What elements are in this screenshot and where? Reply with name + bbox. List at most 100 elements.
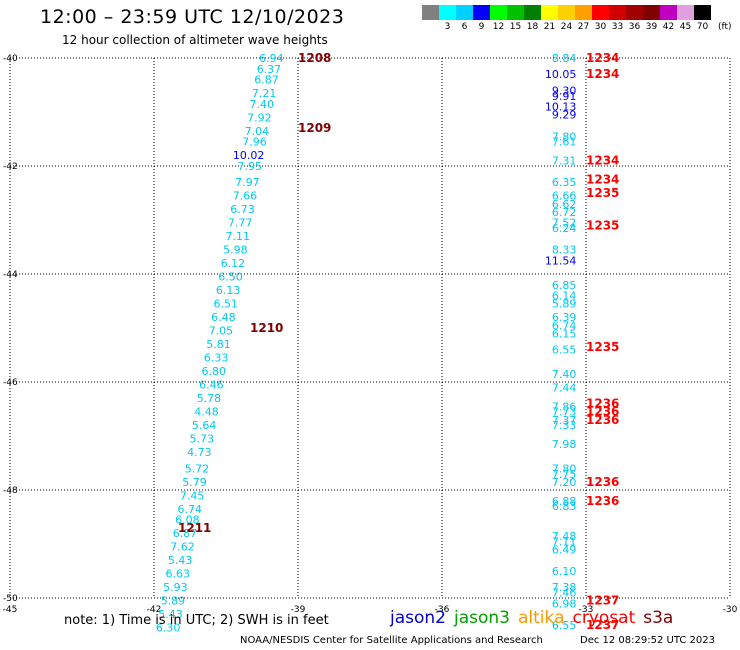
time-label: 1236 (586, 413, 619, 427)
data-point-label: 7.33 (552, 419, 577, 432)
data-point-label: 11.54 (545, 255, 577, 268)
data-point-label: 7.86 (552, 400, 577, 413)
data-point-label: 7.11 (226, 230, 251, 243)
data-point-label: 6.85 (552, 279, 577, 292)
data-point-label: 6.08 (175, 514, 200, 527)
legend-entry: jason2 (390, 608, 446, 628)
data-point-label: 7.61 (552, 136, 577, 149)
color-scale: 3 6 9 12 15 18 21 24 27 30 33 36 39 42 45 70 (422, 5, 711, 32)
data-point-label: 7.52 (552, 217, 577, 230)
color-scale-unit: (ft) (718, 22, 732, 32)
data-point-label: 10.05 (545, 68, 577, 81)
scale-label: 45 (679, 22, 692, 32)
time-label: 1211 (178, 521, 211, 535)
data-point-label: 7.77 (228, 217, 253, 230)
data-point-label: 6.46 (199, 379, 224, 392)
page-title: 12:00 – 23:59 UTC 12/10/2023 (40, 6, 345, 28)
time-label: 1234 (586, 51, 619, 65)
y-tick-label: -42 (3, 162, 18, 172)
data-point-label: 7.97 (235, 176, 260, 189)
scale-swatch: 3 (439, 5, 456, 32)
time-label: 1234 (586, 173, 619, 187)
data-point-label: 5.43 (168, 554, 193, 567)
data-point-label: 6.50 (218, 271, 243, 284)
data-point-label: 5.89 (161, 595, 186, 608)
y-tick-label: -48 (3, 486, 18, 496)
data-point-label: 6.66 (552, 190, 577, 203)
scale-swatch: 18 (524, 5, 541, 32)
data-point-label: 6.14 (552, 290, 577, 303)
data-point-label: 7.40 (552, 368, 577, 381)
data-point-label: 7.05 (209, 325, 234, 338)
time-label: 1210 (250, 321, 283, 335)
data-point-label: 6.74 (178, 503, 203, 516)
data-point-label: 7.45 (180, 489, 205, 502)
y-tick-label: -40 (3, 54, 18, 64)
time-label: 1236 (586, 405, 619, 419)
data-point-label: 7.98 (552, 438, 577, 451)
data-point-label: 7.40 (250, 98, 275, 111)
data-point-label: 6.73 (230, 203, 255, 216)
data-point-label: 6.88 (552, 495, 577, 508)
y-tick-label: -46 (3, 378, 18, 388)
page-subtitle: 12 hour collection of altimeter wave hei… (62, 33, 328, 47)
data-point-label: 6.49 (552, 543, 577, 556)
data-point-label: 6.35 (552, 176, 577, 189)
scale-label: 30 (594, 22, 607, 32)
data-point-label: 5.73 (190, 433, 215, 446)
data-point-label: 10.13 (545, 101, 577, 114)
data-point-label: 7.62 (170, 541, 195, 554)
data-point-label: 4.73 (187, 446, 212, 459)
data-point-label: 7.66 (233, 190, 258, 203)
timestamp-text: Dec 12 08:29:52 UTC 2023 (580, 635, 715, 646)
x-tick-label: -45 (3, 605, 18, 615)
scale-swatch: 45 (677, 5, 694, 32)
scale-label: 70 (696, 22, 709, 32)
data-point-label: 7.21 (252, 87, 277, 100)
data-point-label: 6.55 (552, 344, 577, 357)
time-label: 1234 (586, 67, 619, 81)
data-point-label: 6.51 (214, 298, 239, 311)
data-point-label: 7.11 (552, 535, 577, 548)
data-point-label: 9.91 (552, 90, 577, 103)
legend-entry: jason3 (454, 608, 510, 628)
time-label: 1237 (586, 618, 619, 632)
data-point-label: 7.73 (552, 406, 577, 419)
data-point-label: 6.80 (202, 365, 227, 378)
data-point-label: 10.02 (233, 149, 265, 162)
data-point-label: 5.81 (206, 338, 231, 351)
data-point-label: 6.87 (254, 74, 279, 87)
legend-entry: altika (518, 608, 565, 628)
data-point-label: 7.96 (242, 136, 267, 149)
data-point-label: 6.62 (552, 198, 577, 211)
scale-swatch: 42 (660, 5, 677, 32)
footnote: note: 1) Time is in UTC; 2) SWH is in fe… (64, 613, 329, 628)
data-point-label: 7.31 (552, 155, 577, 168)
scale-swatch: 33 (609, 5, 626, 32)
data-point-label: 6.37 (257, 63, 282, 76)
scale-swatch: 30 (592, 5, 609, 32)
data-point-label: 7.92 (247, 111, 272, 124)
data-point-label: 5.64 (192, 419, 217, 432)
time-label: 1236 (586, 494, 619, 508)
data-point-label: 8.84 (552, 52, 577, 65)
data-point-label: 7.75 (552, 468, 577, 481)
data-point-label: 5.79 (182, 476, 207, 489)
data-point-label: 5.93 (163, 581, 188, 594)
scale-swatch: 12 (490, 5, 507, 32)
data-point-label: 6.83 (552, 500, 577, 513)
x-tick-label: -39 (291, 605, 306, 615)
y-tick-label: -44 (3, 270, 18, 280)
time-label: 1235 (586, 340, 619, 354)
scale-swatch: 24 (558, 5, 575, 32)
data-point-label: 6.98 (552, 597, 577, 610)
data-point-label: 6.55 (552, 619, 577, 632)
scale-swatch: 27 (575, 5, 592, 32)
data-point-label: 9.30 (552, 84, 577, 97)
x-tick-label: -33 (579, 605, 594, 615)
scale-label: 27 (577, 22, 590, 32)
scale-swatch: 15 (507, 5, 524, 32)
scale-label: 18 (526, 22, 539, 32)
scale-label: 42 (662, 22, 675, 32)
data-point-label: 7.44 (552, 381, 577, 394)
